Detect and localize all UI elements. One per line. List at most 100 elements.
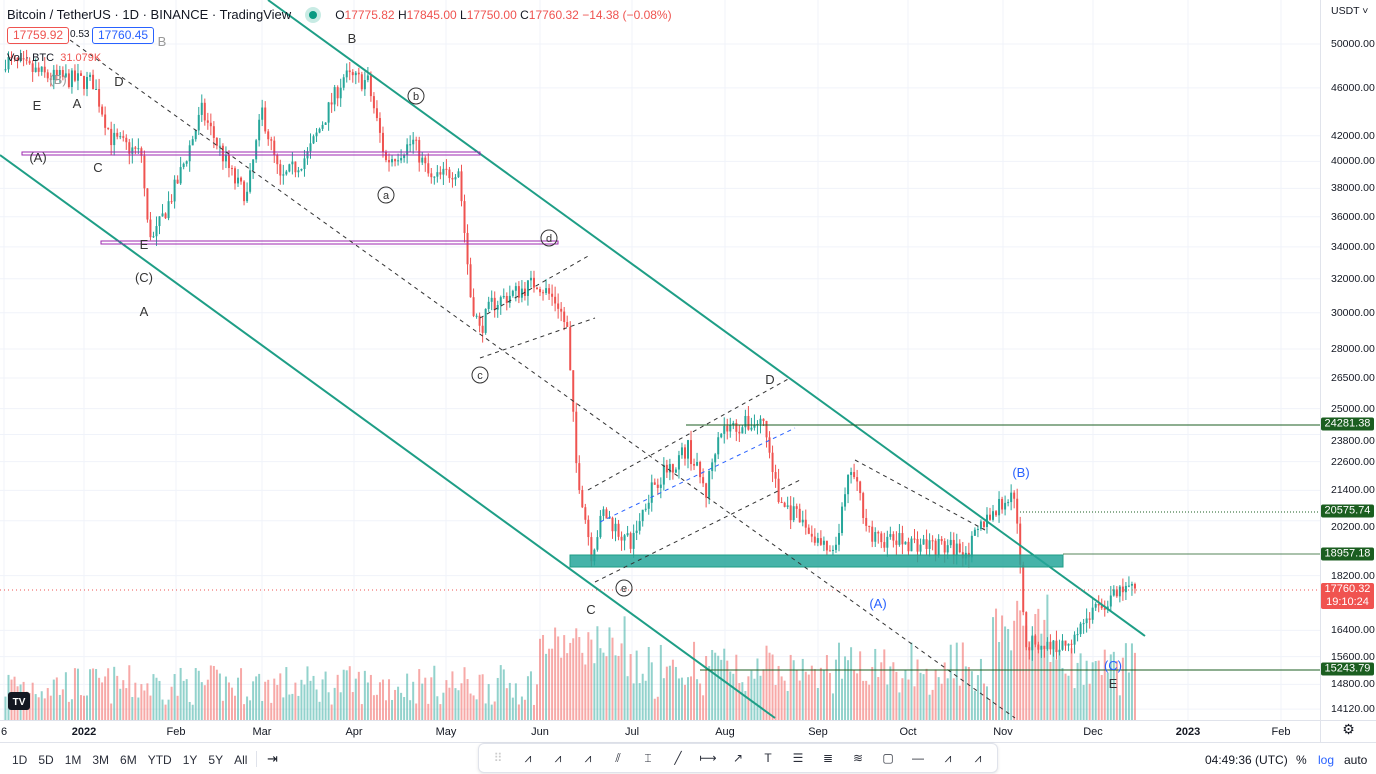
volume-bar <box>1115 660 1118 720</box>
trend-line-icon[interactable]: ╱ <box>674 751 682 765</box>
wxyxz-icon[interactable]: ⩘ <box>944 750 952 765</box>
candle <box>880 531 883 549</box>
volume-bar <box>264 681 267 720</box>
candle <box>170 194 173 204</box>
range-button-all[interactable]: All <box>234 753 248 767</box>
purple-level-1[interactable] <box>21 151 481 156</box>
candle <box>662 457 665 491</box>
tradingview-logo[interactable]: TV <box>8 692 30 710</box>
candle <box>696 452 699 467</box>
candle <box>572 370 575 422</box>
drag-handle-icon[interactable]: ⠿ <box>493 751 503 765</box>
candle <box>819 530 822 546</box>
percent-toggle[interactable]: % <box>1296 753 1307 767</box>
volume-bar <box>1037 608 1040 720</box>
dashed-trend-main[interactable] <box>69 39 1016 719</box>
horizontal-ray-icon[interactable]: — <box>912 751 924 765</box>
channel-lower-line[interactable] <box>0 154 776 719</box>
range-button-ytd[interactable]: YTD <box>147 753 172 767</box>
horizontal-lines-icon[interactable]: ☰ <box>792 751 804 765</box>
candle <box>303 149 306 177</box>
log-toggle[interactable]: log <box>1318 753 1335 767</box>
candle <box>237 169 240 187</box>
volume-bar <box>92 668 95 720</box>
volume-bar <box>67 701 70 720</box>
wave-circle-d <box>540 229 558 247</box>
range-button-3m[interactable]: 3M <box>92 753 110 767</box>
utc-clock[interactable]: 04:49:36 (UTC) <box>1205 753 1288 767</box>
range-button-1m[interactable]: 1M <box>64 753 82 767</box>
buy-price-button[interactable]: 17760.45 <box>92 27 155 44</box>
volume-bar <box>481 674 484 720</box>
time-axis[interactable]: 6 2022 Feb Mar Apr May Jun Jul Aug Sep Oct Nov Dec 20… <box>0 720 1320 742</box>
price-line-label[interactable]: 15243.79 <box>1321 662 1374 676</box>
candle <box>378 112 381 143</box>
currency-selector[interactable]: USDT ˅ <box>1331 5 1369 17</box>
abcde-pattern-icon[interactable]: ⩘ <box>524 750 532 765</box>
dashed-trend-sep[interactable] <box>854 459 986 531</box>
channel-upper-line[interactable] <box>267 0 1146 637</box>
volume-bar <box>1061 667 1064 720</box>
candle <box>1094 602 1097 612</box>
price-tick: 32000.00 <box>1331 272 1375 285</box>
dashed-channel-b-bottom[interactable] <box>594 479 801 583</box>
purple-level-2[interactable] <box>100 240 559 245</box>
parallel-channel-icon[interactable]: ⫽ <box>615 750 621 765</box>
sell-price-button[interactable]: 17759.92 <box>7 27 70 44</box>
dashed-channel-a-bottom[interactable] <box>479 317 596 359</box>
arrow-icon[interactable]: ↗ <box>732 751 744 765</box>
price-line-label[interactable]: 17760.32 19:10:24 <box>1321 583 1374 610</box>
date-range-icon[interactable]: ⟼ <box>699 751 717 765</box>
candle <box>137 138 140 154</box>
auto-toggle[interactable]: auto <box>1344 753 1368 767</box>
candle <box>644 503 647 512</box>
candle <box>668 458 671 481</box>
price-range-icon[interactable]: ⌶ <box>644 750 652 765</box>
range-button-5d[interactable]: 5D <box>38 753 54 767</box>
rectangle-icon[interactable]: ▢ <box>882 751 894 765</box>
range-button-1d[interactable]: 1D <box>12 753 28 767</box>
candle <box>294 161 297 178</box>
candle <box>979 519 982 531</box>
chart-canvas[interactable]: (B) B E A D C (A) B b a d E (C) A c D e … <box>0 0 1320 720</box>
dashed-channel-a-top[interactable] <box>479 254 591 319</box>
volume-bar <box>856 673 859 720</box>
candle <box>475 313 478 319</box>
settings-gear-icon[interactable]: ⚙ <box>1320 720 1376 742</box>
support-zone[interactable] <box>569 554 1064 568</box>
volume-bar <box>372 695 375 720</box>
fib-channel-icon[interactable]: ≋ <box>852 751 864 765</box>
price-line-label[interactable]: 18957.18 <box>1321 547 1374 561</box>
volume-bar <box>116 675 119 720</box>
volume-bar <box>55 677 58 720</box>
candle <box>372 92 375 114</box>
price-tick: 16400.00 <box>1331 624 1375 637</box>
range-button-6m[interactable]: 6M <box>120 753 137 767</box>
candle <box>188 140 191 172</box>
volume-bar <box>548 648 551 720</box>
abc-pattern-icon[interactable]: ⩘ <box>554 750 562 765</box>
volume-bar <box>665 666 668 720</box>
range-button-5y[interactable]: 5Y <box>208 753 224 767</box>
volume-bar <box>421 683 424 720</box>
price-line-label[interactable]: 20575.74 <box>1321 504 1374 518</box>
drawings[interactable] <box>0 0 1320 719</box>
dashed-channel-b-top[interactable] <box>587 377 791 491</box>
price-axis[interactable]: USDT ˅ 50000.00 46000.00 42000.00 40000.00 3… <box>1320 0 1376 720</box>
price-line-label[interactable]: 24281.38 <box>1321 417 1374 431</box>
volume-bar <box>255 676 258 720</box>
range-button-1y[interactable]: 1Y <box>182 753 198 767</box>
fib-retracement-icon[interactable]: ≣ <box>822 751 834 765</box>
elliott-impulse-icon[interactable]: ⩘ <box>584 750 592 765</box>
volume-bar <box>774 684 777 720</box>
text-icon[interactable]: T <box>764 751 772 765</box>
candle <box>532 270 535 293</box>
dashed-blue-line[interactable] <box>599 427 796 523</box>
go-to-date-icon[interactable]: ⇥ <box>256 751 278 767</box>
candle <box>998 491 1001 523</box>
candle <box>203 98 206 126</box>
wave-label: (C) <box>135 270 153 285</box>
symbol-title[interactable]: Bitcoin / TetherUS · 1D · BINANCE · Trad… <box>7 7 292 22</box>
candle <box>457 168 460 178</box>
wxy-icon[interactable]: ⩘ <box>974 750 982 765</box>
